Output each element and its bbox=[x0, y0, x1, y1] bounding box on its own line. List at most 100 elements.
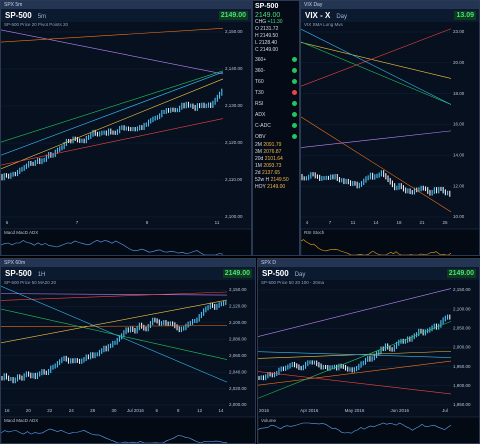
trend-line bbox=[1, 291, 228, 301]
chart: 2,150.00 2,140.00 2,130.00 2,120.00 2,110.00… bbox=[1, 28, 251, 255]
signal: ADX bbox=[253, 109, 299, 120]
legend: SP-500 Price 50 MA20 20 bbox=[4, 280, 57, 285]
signal-label: OBV bbox=[255, 133, 266, 140]
signal: T60 bbox=[253, 76, 299, 87]
sub-panel bbox=[301, 228, 479, 255]
x-label: 4 bbox=[306, 220, 309, 225]
y-label: 20.00 bbox=[453, 60, 465, 65]
sub-line bbox=[1, 239, 224, 255]
row-value: 2149.00 bbox=[260, 47, 279, 53]
stat-row: 20d 2101.64 bbox=[253, 156, 299, 163]
stat-label: 1M bbox=[255, 163, 262, 169]
x-label: 7 bbox=[329, 220, 332, 225]
panel-title: VIX Day bbox=[301, 1, 479, 9]
interval: 5m bbox=[37, 14, 47, 20]
x-label: 8 bbox=[146, 220, 149, 225]
x-label: 18 bbox=[396, 220, 402, 225]
trend-line bbox=[1, 71, 224, 156]
quote-price: 2149.00 bbox=[255, 12, 281, 19]
x-label: Apr 2016 bbox=[300, 408, 319, 413]
signal-dot bbox=[292, 57, 297, 62]
signal: 360+ bbox=[253, 54, 299, 65]
x-label: 30 bbox=[111, 408, 117, 413]
chart-panel: SPX 60m SP-500 1H 2149.00 SP-500 Price 50 MA… bbox=[0, 258, 256, 444]
sub-legend: Macd MacD ADX bbox=[4, 230, 38, 235]
signal: RSI bbox=[253, 98, 299, 109]
signal-dot bbox=[292, 134, 297, 139]
x-label: Jul bbox=[442, 408, 448, 413]
y-label: 1,950.00 bbox=[453, 364, 471, 369]
y-label: 2,140.00 bbox=[225, 66, 243, 71]
trend-line bbox=[1, 325, 228, 328]
signal-label: ADX bbox=[255, 111, 266, 118]
stat-row: 2d 2137.65 bbox=[253, 170, 299, 177]
stat-label: HOY bbox=[255, 184, 266, 190]
signals: 360+ 360- T60 T30 RSI ADX C-ADC OBV bbox=[253, 54, 299, 142]
x-label: 11 bbox=[215, 220, 220, 225]
y-label: 2,120.00 bbox=[225, 140, 243, 145]
sub-line bbox=[301, 239, 452, 255]
signal-label: RSI bbox=[255, 100, 264, 107]
stat-label: 2d bbox=[255, 170, 261, 176]
y-label: 2,000.00 bbox=[229, 402, 247, 407]
x-label: May 2016 bbox=[345, 408, 365, 413]
stat-row: 1M 2093.73 bbox=[253, 163, 299, 170]
signal-label: 360+ bbox=[255, 56, 267, 63]
y-label: 2,040.00 bbox=[229, 369, 247, 374]
y-label: 2,120.00 bbox=[229, 304, 247, 309]
change-label: CHG bbox=[255, 19, 267, 25]
y-label: 1,900.00 bbox=[453, 383, 471, 388]
symbol: SP-500 bbox=[5, 11, 32, 20]
panel-title: SPX 5m bbox=[1, 1, 251, 9]
trend-line bbox=[258, 321, 452, 399]
stats: 2M 2091.79 3M 2076.87 20d 2101.64 1M 2093.7… bbox=[253, 142, 299, 191]
price: 2149.00 bbox=[446, 269, 476, 278]
x-label: 8 bbox=[177, 408, 180, 413]
signal-label: C-ADC bbox=[255, 122, 271, 129]
sub-legend: RSI Stoch bbox=[304, 230, 325, 235]
y-label: 12.00 bbox=[453, 183, 465, 188]
x-label: 7 bbox=[76, 220, 79, 225]
stat-row: 3M 2076.87 bbox=[253, 149, 299, 156]
chart: 2,150.00 2,120.00 2,100.00 2,080.00 2,060.00… bbox=[1, 286, 255, 443]
trend-line bbox=[1, 28, 224, 43]
y-label: 14.00 bbox=[453, 153, 465, 158]
legend: VIX SMA Long Mvs bbox=[304, 22, 343, 27]
stat-row: 2M 2091.79 bbox=[253, 142, 299, 149]
x-label: 24 bbox=[69, 408, 75, 413]
x-label: 20 bbox=[26, 408, 32, 413]
signal: C-ADC bbox=[253, 120, 299, 131]
chart: 23.00 20.00 18.00 16.00 14.00 12.00 10.00 4 7 11 1… bbox=[301, 28, 479, 255]
x-label: 21 bbox=[419, 220, 425, 225]
y-label: 2,110.00 bbox=[225, 177, 243, 182]
trend-line bbox=[301, 42, 452, 79]
y-label: 2,080.00 bbox=[229, 336, 247, 341]
chart-panel: SPX D SP-500 Day 2149.00 SP-500 Price 50 20 … bbox=[257, 258, 480, 444]
row-value: 2128.40 bbox=[259, 40, 278, 46]
y-label: 23.00 bbox=[453, 29, 465, 34]
trend-line bbox=[1, 299, 228, 344]
symbol-bar: SP-500 5m 2149.00 bbox=[1, 9, 251, 22]
sub-line bbox=[258, 422, 452, 434]
interval: Day bbox=[336, 14, 348, 20]
signal: 360- bbox=[253, 65, 299, 76]
stat-label: 2M bbox=[255, 142, 262, 148]
signal-dot bbox=[292, 123, 297, 128]
y-label: 2,020.00 bbox=[229, 386, 247, 391]
x-label: 14 bbox=[373, 220, 379, 225]
trend-line bbox=[258, 351, 452, 358]
row-label: L bbox=[255, 40, 258, 46]
panel-title: SPX 60m bbox=[1, 259, 255, 267]
y-label: 2,150.00 bbox=[229, 287, 247, 292]
quote-column: SP-500 2149.00 CHG +11.30 O 2131.72 H 214… bbox=[252, 0, 300, 256]
price: 13.09 bbox=[454, 11, 476, 20]
stat-value: 2137.65 bbox=[261, 170, 281, 176]
trend-line bbox=[258, 360, 452, 386]
signal: OBV bbox=[253, 131, 299, 142]
signal-dot bbox=[292, 68, 297, 73]
signal-dot bbox=[292, 90, 297, 95]
stat-label: 52w H bbox=[255, 177, 270, 183]
y-label: 2,100.00 bbox=[229, 320, 247, 325]
sub-legend: Volume bbox=[261, 418, 277, 423]
